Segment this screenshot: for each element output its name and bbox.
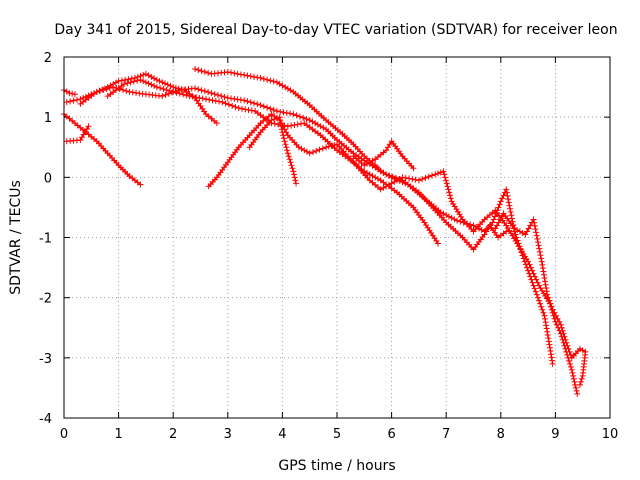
grid-lines [64, 57, 610, 418]
data-point-markers [77, 84, 510, 253]
x-tick-label: 2 [169, 427, 177, 442]
y-tick-label: -2 [39, 292, 52, 307]
series-line [107, 79, 439, 244]
y-tick-label: -3 [39, 352, 52, 367]
data-point-markers [246, 114, 300, 187]
data-point-markers [205, 111, 581, 397]
x-tick-label: 3 [224, 427, 232, 442]
data-point-markers [492, 210, 589, 388]
series-track-7 [63, 123, 92, 145]
plot-frame [63, 56, 611, 419]
series-track-8 [205, 111, 581, 397]
x-tick-label: 5 [333, 427, 341, 442]
x-tick-label: 6 [387, 427, 395, 442]
chart-title: Day 341 of 2015, Sidereal Day-to-day VTE… [54, 22, 617, 38]
tick-labels: 0 1 2 3 4 5 6 7 8 9 10 -4 -3 -2 -1 0 1 2 [39, 51, 618, 442]
y-tick-label: 1 [44, 111, 52, 126]
y-tick-label: -4 [39, 412, 52, 427]
data-point-markers [104, 76, 442, 247]
x-tick-label: 1 [114, 427, 122, 442]
series-track-4 [104, 76, 442, 247]
x-axis-label: GPS time / hours [278, 458, 395, 474]
x-tick-label: 8 [497, 427, 505, 442]
y-tick-label: 2 [44, 51, 52, 66]
series-track-3 [77, 84, 510, 253]
x-tick-label: 9 [551, 427, 559, 442]
data-point-markers [350, 138, 417, 172]
data-point-markers [63, 123, 92, 145]
x-tick-label: 10 [602, 427, 619, 442]
series-track-11 [492, 210, 589, 388]
x-tick-label: 0 [60, 427, 68, 442]
y-tick-label: 0 [44, 171, 52, 186]
x-tick-label: 7 [442, 427, 450, 442]
data-series [61, 66, 589, 397]
y-tick-label: -1 [39, 232, 52, 247]
series-track-6 [61, 111, 144, 188]
series-track-5 [192, 66, 556, 367]
x-tick-label: 4 [278, 427, 286, 442]
y-axis-label: SDTVAR / TECUs [8, 180, 24, 295]
series-track-10 [350, 138, 417, 172]
series-track-9 [246, 114, 300, 187]
